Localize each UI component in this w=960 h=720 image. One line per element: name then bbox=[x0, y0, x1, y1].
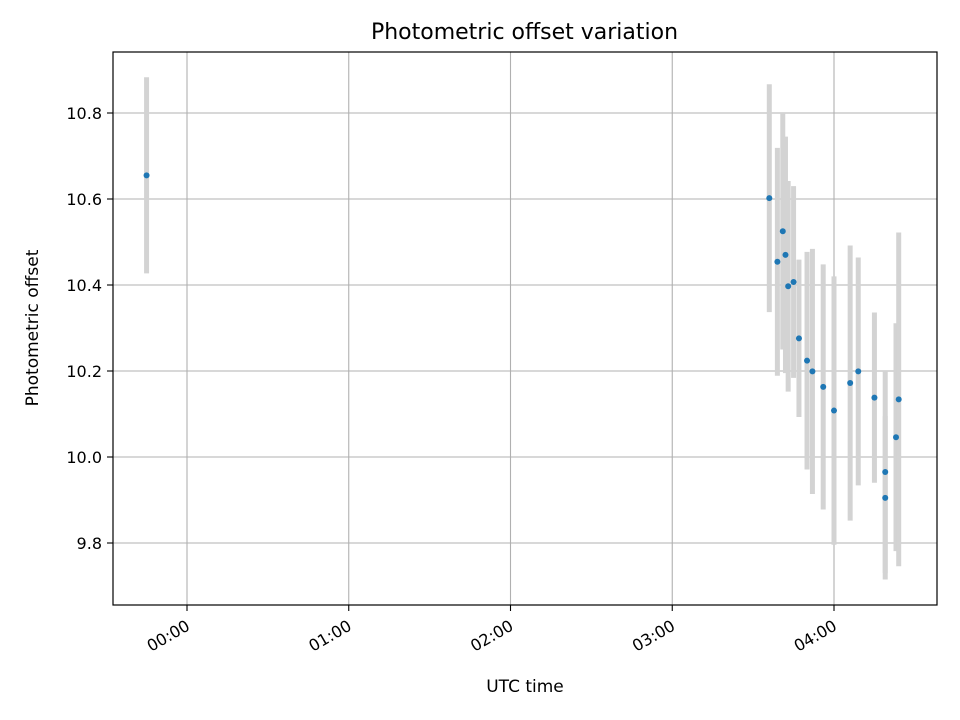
y-tick-label: 10.0 bbox=[66, 448, 102, 467]
y-tick-label: 9.8 bbox=[77, 534, 102, 553]
error-bars bbox=[144, 77, 902, 580]
data-point bbox=[831, 407, 837, 414]
chart-title: Photometric offset variation bbox=[371, 20, 678, 45]
data-point bbox=[790, 278, 797, 285]
data-point bbox=[847, 380, 854, 387]
y-tick-label: 10.6 bbox=[66, 190, 102, 209]
data-points bbox=[143, 172, 902, 501]
data-point bbox=[782, 251, 789, 258]
y-tick-label: 10.8 bbox=[66, 104, 102, 123]
data-point bbox=[855, 368, 862, 375]
data-point bbox=[882, 494, 889, 501]
data-point bbox=[895, 396, 902, 403]
data-point bbox=[779, 228, 786, 235]
y-tick-label: 10.4 bbox=[66, 276, 102, 295]
data-point bbox=[795, 335, 802, 342]
data-point bbox=[893, 434, 900, 441]
x-tick-label: 01:00 bbox=[305, 616, 354, 656]
x-axis-label: UTC time bbox=[486, 677, 564, 697]
data-point bbox=[143, 172, 150, 179]
x-tick-label: 03:00 bbox=[629, 616, 678, 656]
plot-frame bbox=[112, 51, 938, 606]
y-tick-label: 10.2 bbox=[66, 362, 102, 381]
y-axis-label: Photometric offset bbox=[23, 249, 43, 406]
data-point bbox=[809, 368, 816, 375]
gridlines bbox=[113, 52, 937, 605]
data-point bbox=[871, 394, 878, 401]
data-point bbox=[785, 283, 792, 290]
data-point bbox=[774, 258, 781, 265]
data-point bbox=[804, 357, 811, 364]
x-tick-label: 04:00 bbox=[791, 616, 840, 656]
data-point bbox=[766, 195, 773, 202]
data-point bbox=[820, 383, 827, 390]
x-tick-label: 00:00 bbox=[144, 616, 193, 656]
x-axis-ticks: 00:00 01:00 02:00 03:00 04:00 bbox=[144, 605, 840, 656]
data-point bbox=[882, 469, 889, 476]
y-axis-ticks: 9.8 10.0 10.2 10.4 10.6 10.8 bbox=[66, 104, 113, 553]
x-tick-label: 02:00 bbox=[467, 616, 516, 656]
